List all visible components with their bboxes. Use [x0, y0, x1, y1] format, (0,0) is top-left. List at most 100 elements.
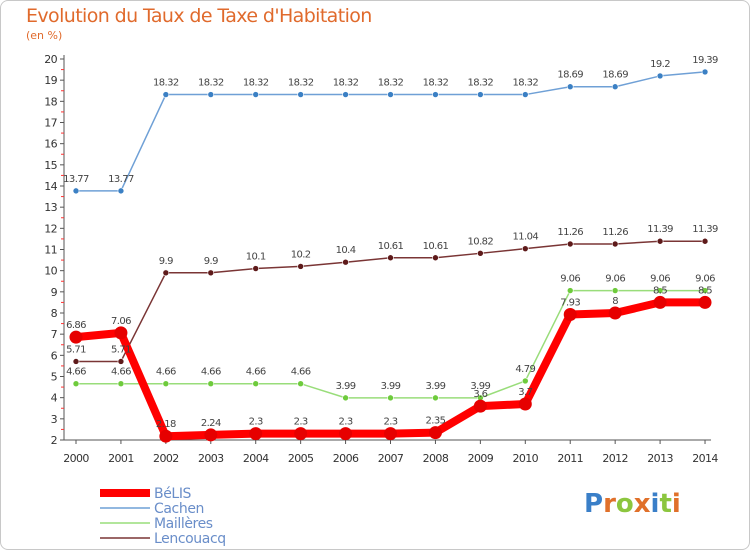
data-point: [204, 428, 218, 442]
data-point: [611, 240, 619, 248]
x-tick-label: 2005: [288, 452, 314, 465]
data-point: [698, 295, 712, 309]
data-label: 18.32: [243, 78, 269, 89]
x-tick-label: 2003: [198, 452, 224, 465]
y-tick-label: 10: [44, 265, 57, 278]
data-point: [339, 427, 353, 441]
data-label: 8.5: [698, 285, 712, 296]
data-point: [252, 380, 260, 387]
y-tick-label: 8: [51, 307, 58, 320]
y-tick-label: 18: [44, 95, 57, 108]
data-point: [117, 380, 125, 387]
data-label: 18.32: [512, 78, 538, 89]
proxiti-logo: Proxiti: [584, 489, 681, 519]
data-label: 4.66: [291, 367, 311, 378]
data-label: 13.77: [63, 174, 89, 185]
series-layer: [69, 68, 712, 443]
data-label: 10.2: [291, 249, 311, 260]
data-point: [432, 394, 439, 402]
data-label: 10.82: [468, 236, 494, 247]
x-tick-label: 2009: [468, 452, 494, 465]
y-tick-label: 3: [51, 413, 58, 426]
y-tick-label: 15: [44, 159, 57, 172]
data-point: [207, 269, 215, 277]
legend-label: Cachen: [154, 501, 204, 517]
y-tick-label: 12: [44, 222, 57, 235]
data-label: 18.32: [333, 78, 359, 89]
data-label: 9.9: [204, 256, 218, 267]
logo-letter: P: [584, 489, 604, 519]
data-point: [477, 91, 484, 98]
data-label: 3.99: [470, 381, 490, 392]
data-label: 10.61: [423, 241, 449, 252]
x-tick-label: 2008: [423, 452, 449, 465]
data-label: 7.93: [560, 297, 580, 308]
chart-subtitle: (en %): [26, 29, 63, 42]
data-label: 2.35: [426, 416, 446, 427]
data-point: [249, 427, 263, 441]
data-point: [342, 258, 349, 266]
chart-axes: 2 3 4 5 6 7 8 9 10 11 12 13 14 15 16 17 18 19 20 2000 2001 20…: [44, 53, 719, 465]
y-tick-label: 9: [51, 286, 58, 299]
data-label: 4.66: [246, 367, 266, 378]
data-point: [69, 330, 83, 344]
data-label: 9.06: [605, 274, 625, 285]
data-point: [428, 426, 442, 440]
data-point: [521, 91, 529, 98]
logo-letter: x: [633, 489, 651, 519]
logo-letter: r: [603, 489, 616, 519]
data-label: 18.32: [423, 78, 449, 89]
data-point: [162, 91, 170, 98]
data-point: [473, 399, 487, 413]
y-tick-label: 2: [51, 434, 57, 447]
x-tick-label: 2001: [108, 452, 134, 465]
data-point: [114, 326, 128, 340]
y-tick-label: 16: [44, 138, 57, 151]
data-label: 3.6: [473, 389, 487, 400]
data-point: [72, 380, 80, 387]
y-tick-label: 17: [44, 117, 57, 130]
y-tick-label: 19: [44, 74, 57, 87]
data-point: [518, 397, 532, 411]
x-tick-label: 2010: [512, 452, 538, 465]
data-label: 9.9: [159, 256, 173, 267]
data-label: 2.3: [249, 417, 263, 428]
data-label: 10.1: [246, 252, 266, 263]
data-point: [252, 265, 260, 272]
data-point: [387, 91, 394, 98]
data-label: 5.71: [111, 344, 131, 355]
data-label: 4.66: [66, 367, 86, 378]
data-point: [608, 306, 622, 320]
data-point: [521, 245, 529, 252]
data-label: 18.69: [557, 70, 583, 81]
data-point: [207, 91, 215, 98]
x-tick-label: 2011: [557, 452, 583, 465]
data-label: 7.06: [111, 316, 131, 327]
data-point: [656, 237, 664, 245]
data-label: 11.39: [692, 224, 718, 235]
data-label: 18.32: [288, 78, 314, 89]
data-point: [611, 287, 619, 294]
data-label: 11.26: [557, 227, 583, 238]
y-tick-label: 13: [44, 201, 57, 214]
y-tick-label: 20: [44, 53, 57, 66]
data-point: [72, 358, 80, 365]
data-label: 19.39: [692, 55, 718, 66]
logo-letter: i: [671, 489, 681, 519]
data-label: 3.99: [336, 381, 356, 392]
data-label: 3.99: [381, 381, 401, 392]
data-point: [477, 250, 484, 257]
data-point: [162, 380, 170, 387]
data-point: [297, 380, 304, 387]
data-label: 11.04: [512, 232, 538, 243]
data-label: 18.32: [153, 78, 179, 89]
legend-label: Lencouacq: [154, 531, 226, 547]
y-tick-label: 14: [44, 180, 57, 193]
data-label: 11.26: [602, 227, 628, 238]
chart-title: Evolution du Taux de Taxe d'Habitation: [26, 5, 372, 27]
y-tick-label: 11: [44, 244, 57, 257]
data-point: [701, 68, 709, 76]
logo-letter: o: [615, 489, 634, 519]
x-tick-label: 2000: [63, 452, 89, 465]
